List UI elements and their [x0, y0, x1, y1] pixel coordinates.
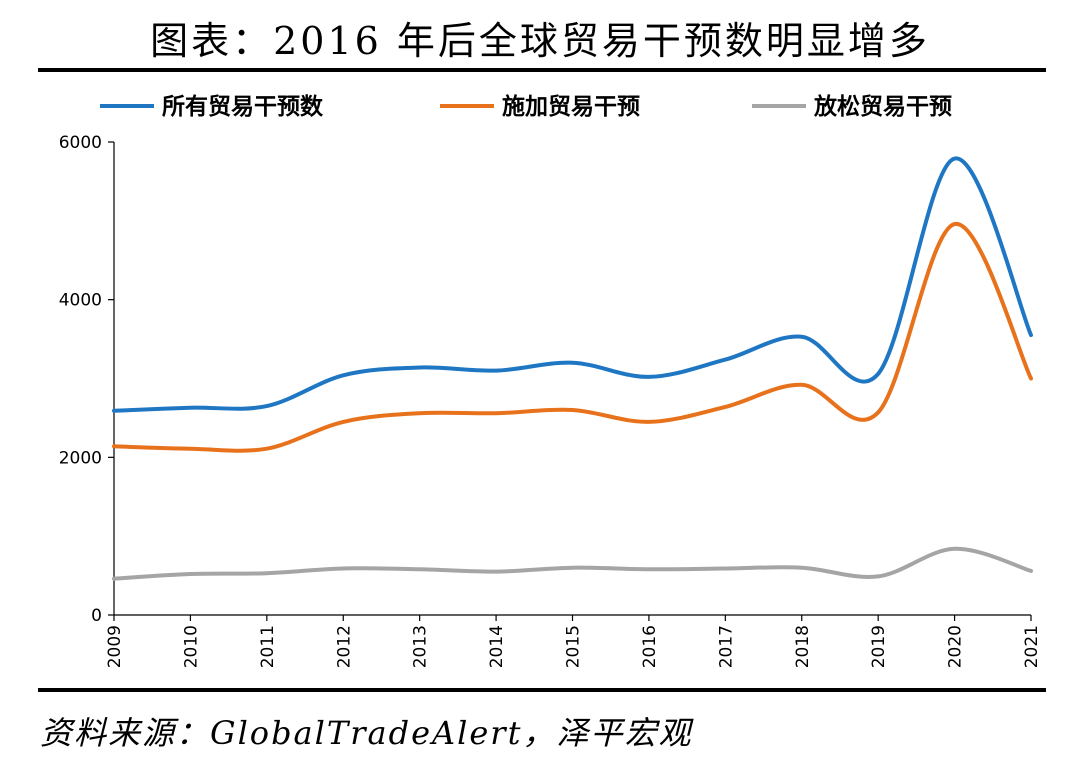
x-tick-label: 2018	[793, 625, 813, 668]
bottom-rule	[38, 688, 1046, 692]
line-chart: 所有贸易干预数 施加贸易干预 放松贸易干预 0 2000 4000 6000 2009 201…	[59, 93, 1042, 668]
series-line-2	[112, 546, 1033, 581]
y-tick-label: 0	[91, 606, 102, 626]
y-tick-label: 4000	[59, 291, 102, 311]
x-tick-label: 2017	[716, 625, 736, 668]
x-tick-label: 2015	[564, 625, 584, 668]
x-tick-label: 2011	[258, 625, 278, 668]
y-tick-label: 6000	[59, 133, 102, 153]
legend: 所有贸易干预数 施加贸易干预 放松贸易干预	[100, 93, 952, 120]
series-lines	[112, 156, 1033, 581]
legend-label-0: 所有贸易干预数	[162, 93, 324, 120]
y-tick-label: 2000	[59, 448, 102, 468]
chart-title: 图表：2016 年后全球贸易干预数明显增多	[150, 19, 930, 63]
x-tick-label: 2014	[487, 625, 507, 668]
series-line-1	[112, 222, 1033, 453]
x-tick-label: 2009	[105, 625, 125, 668]
x-tick-label: 2013	[411, 625, 431, 668]
x-tick-label: 2019	[869, 625, 889, 668]
legend-label-2: 放松贸易干预	[813, 93, 952, 120]
x-tick-label: 2021	[1022, 625, 1042, 668]
axes: 0 2000 4000 6000 2009 2010 2011 2012 2013 2014 201…	[59, 133, 1042, 668]
source-note: 资料来源：GlobalTradeAlert，泽平宏观	[40, 714, 693, 752]
x-tick-label: 2010	[181, 625, 201, 668]
x-tick-label: 2020	[946, 625, 966, 668]
series-line-0	[112, 156, 1033, 413]
x-tick-label: 2016	[640, 625, 660, 668]
top-rule	[38, 68, 1046, 72]
legend-label-1: 施加贸易干预	[502, 93, 640, 120]
x-tick-label: 2012	[334, 625, 354, 668]
